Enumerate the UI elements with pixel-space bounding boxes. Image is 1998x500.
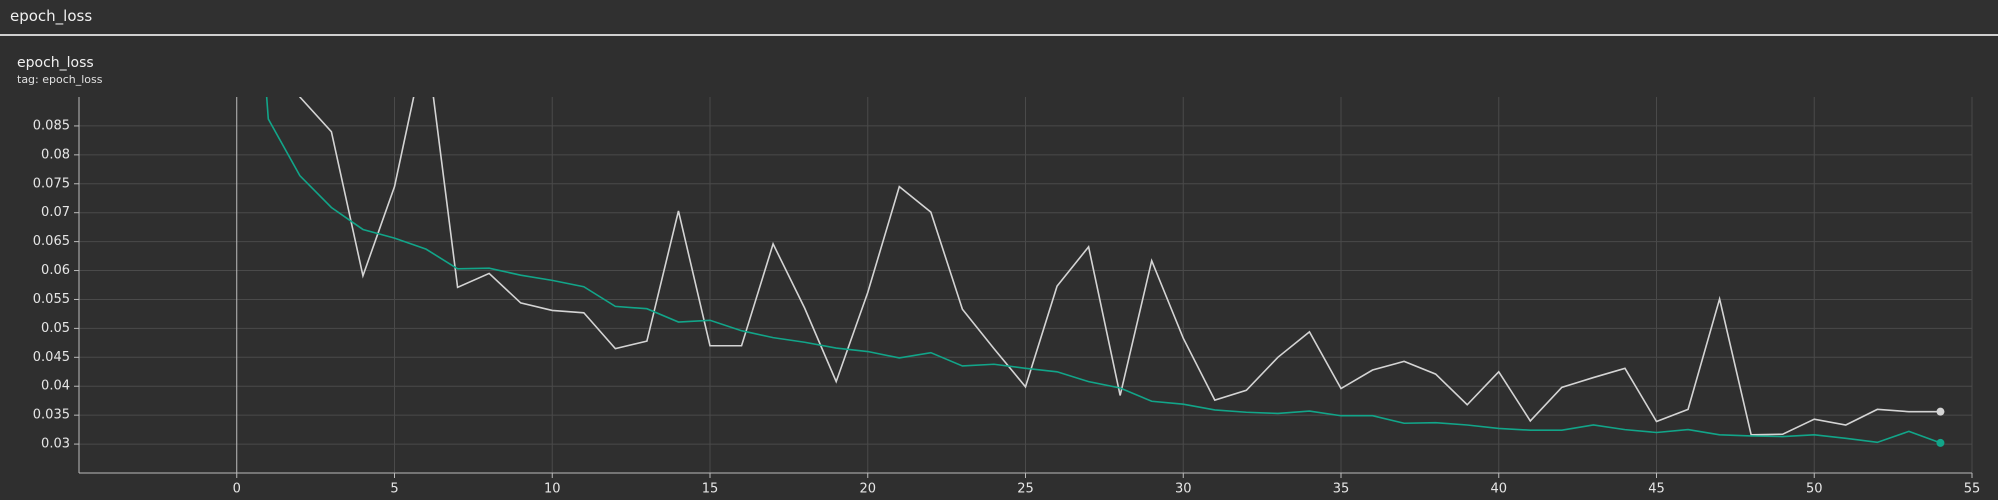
top-bar: epoch_loss [0,0,1998,36]
x-tick-label: 40 [1490,482,1507,497]
y-tick-label: 0.085 [33,118,70,133]
data-line [265,97,1941,444]
x-tick-label: 30 [1175,482,1192,497]
x-tick-label: 0 [233,482,241,497]
y-tick-label: 0.055 [33,292,70,307]
y-tick-label: 0.065 [33,234,70,249]
card-subtitle: tag: epoch_loss [17,73,103,86]
x-tick-label: 20 [859,482,876,497]
y-tick-label: 0.08 [41,147,70,162]
y-tick-label: 0.045 [33,350,70,365]
x-tick-label: 5 [390,482,398,497]
x-tick-label: 15 [702,482,719,497]
y-tick-label: 0.04 [41,379,70,394]
y-tick-label: 0.05 [41,321,70,336]
header-title: epoch_loss [10,7,93,25]
data-line [298,97,1941,436]
x-tick-label: 45 [1648,482,1665,497]
y-tick-label: 0.06 [41,263,70,278]
x-tick-label: 50 [1806,482,1823,497]
end-point [1936,438,1945,447]
x-tick-label: 35 [1333,482,1350,497]
x-tick-label: 55 [1964,482,1981,497]
y-tick-label: 0.035 [33,408,70,423]
x-tick-label: 10 [544,482,561,497]
y-tick-label: 0.03 [41,437,70,452]
end-point [1936,407,1945,416]
y-tick-label: 0.07 [41,205,70,220]
plot-area [265,97,1945,447]
x-tick-label: 25 [1017,482,1034,497]
y-tick-label: 0.075 [33,176,70,191]
card-title: epoch_loss [17,55,94,71]
